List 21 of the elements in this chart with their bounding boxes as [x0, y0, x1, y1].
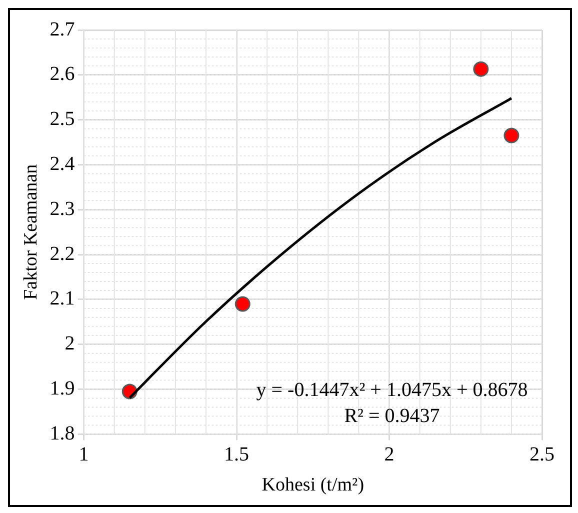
y-tick-label: 2.6	[50, 63, 75, 86]
x-axis-title: Kohesi (t/m²)	[262, 474, 364, 496]
annotation: y = -0.1447x² + 1.0475x + 0.8678	[256, 379, 528, 402]
y-tick-label: 2.2	[50, 242, 75, 265]
x-tick-label: 2.5	[530, 443, 554, 466]
x-tick-label: 2	[384, 443, 394, 466]
x-tick-label: 1.5	[224, 443, 250, 466]
y-tick-label: 2	[64, 332, 75, 355]
y-tick-label: 1.8	[50, 422, 75, 444]
y-tick-label: 2.4	[50, 152, 75, 175]
point	[504, 128, 520, 144]
y-tick-label: 2.1	[50, 288, 75, 310]
point	[234, 296, 250, 312]
y-tick-label: 2.3	[50, 198, 75, 220]
y-tick-label: 2.5	[50, 108, 75, 130]
point	[473, 61, 489, 77]
annotation: R² = 0.9437	[344, 405, 440, 428]
x-tick-label: 1	[78, 443, 89, 466]
y-tick-label: 1.9	[50, 378, 75, 400]
y-axis-title: Faktor Keamanan	[20, 164, 42, 300]
y-tick-label: 2.7	[50, 18, 75, 40]
